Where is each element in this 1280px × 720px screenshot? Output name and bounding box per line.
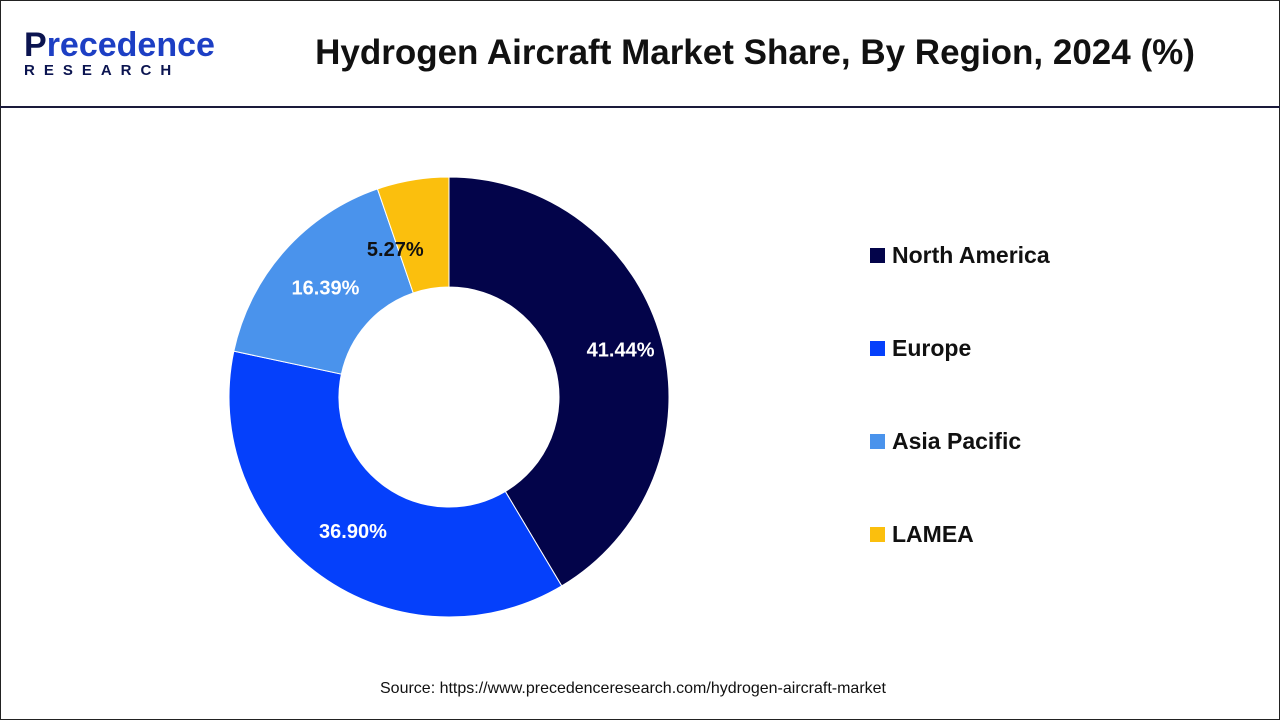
data-label-lamea: 5.27% [367, 239, 424, 261]
legend-label: North America [892, 241, 1050, 268]
chart-title: Hydrogen Aircraft Market Share, By Regio… [315, 33, 1195, 72]
legend-label: Europe [892, 334, 972, 361]
legend-item-europe: Europe [870, 333, 1050, 363]
legend-label: Asia Pacific [892, 427, 1022, 454]
legend: North America Europe Asia Pacific LAMEA [870, 240, 1050, 612]
data-label-north-america: 41.44% [587, 340, 655, 362]
header-divider [0, 106, 1280, 108]
slice-asia-pacific [233, 188, 414, 375]
legend-swatch [870, 247, 885, 263]
legend-swatch [870, 526, 885, 542]
slice-lamea [376, 176, 450, 294]
logo-p: P [24, 26, 47, 64]
legend-label: LAMEA [892, 520, 974, 547]
legend-swatch [870, 433, 885, 449]
source-text: Source: https://www.precedenceresearch.c… [380, 680, 886, 697]
legend-swatch [870, 340, 885, 356]
slice-europe [228, 350, 563, 618]
data-label-europe: 36.90% [319, 521, 387, 543]
logo: Precedence RESEARCH [24, 28, 215, 79]
legend-item-north-america: North America [870, 240, 1050, 270]
logo-text: recedence [46, 26, 215, 64]
logo-subtext: RESEARCH [24, 62, 181, 79]
legend-item-asia-pacific: Asia Pacific [870, 426, 1050, 456]
data-label-asia-pacific: 16.39% [292, 278, 360, 300]
slice-north-america [448, 176, 670, 587]
legend-item-lamea: LAMEA [870, 519, 1050, 549]
